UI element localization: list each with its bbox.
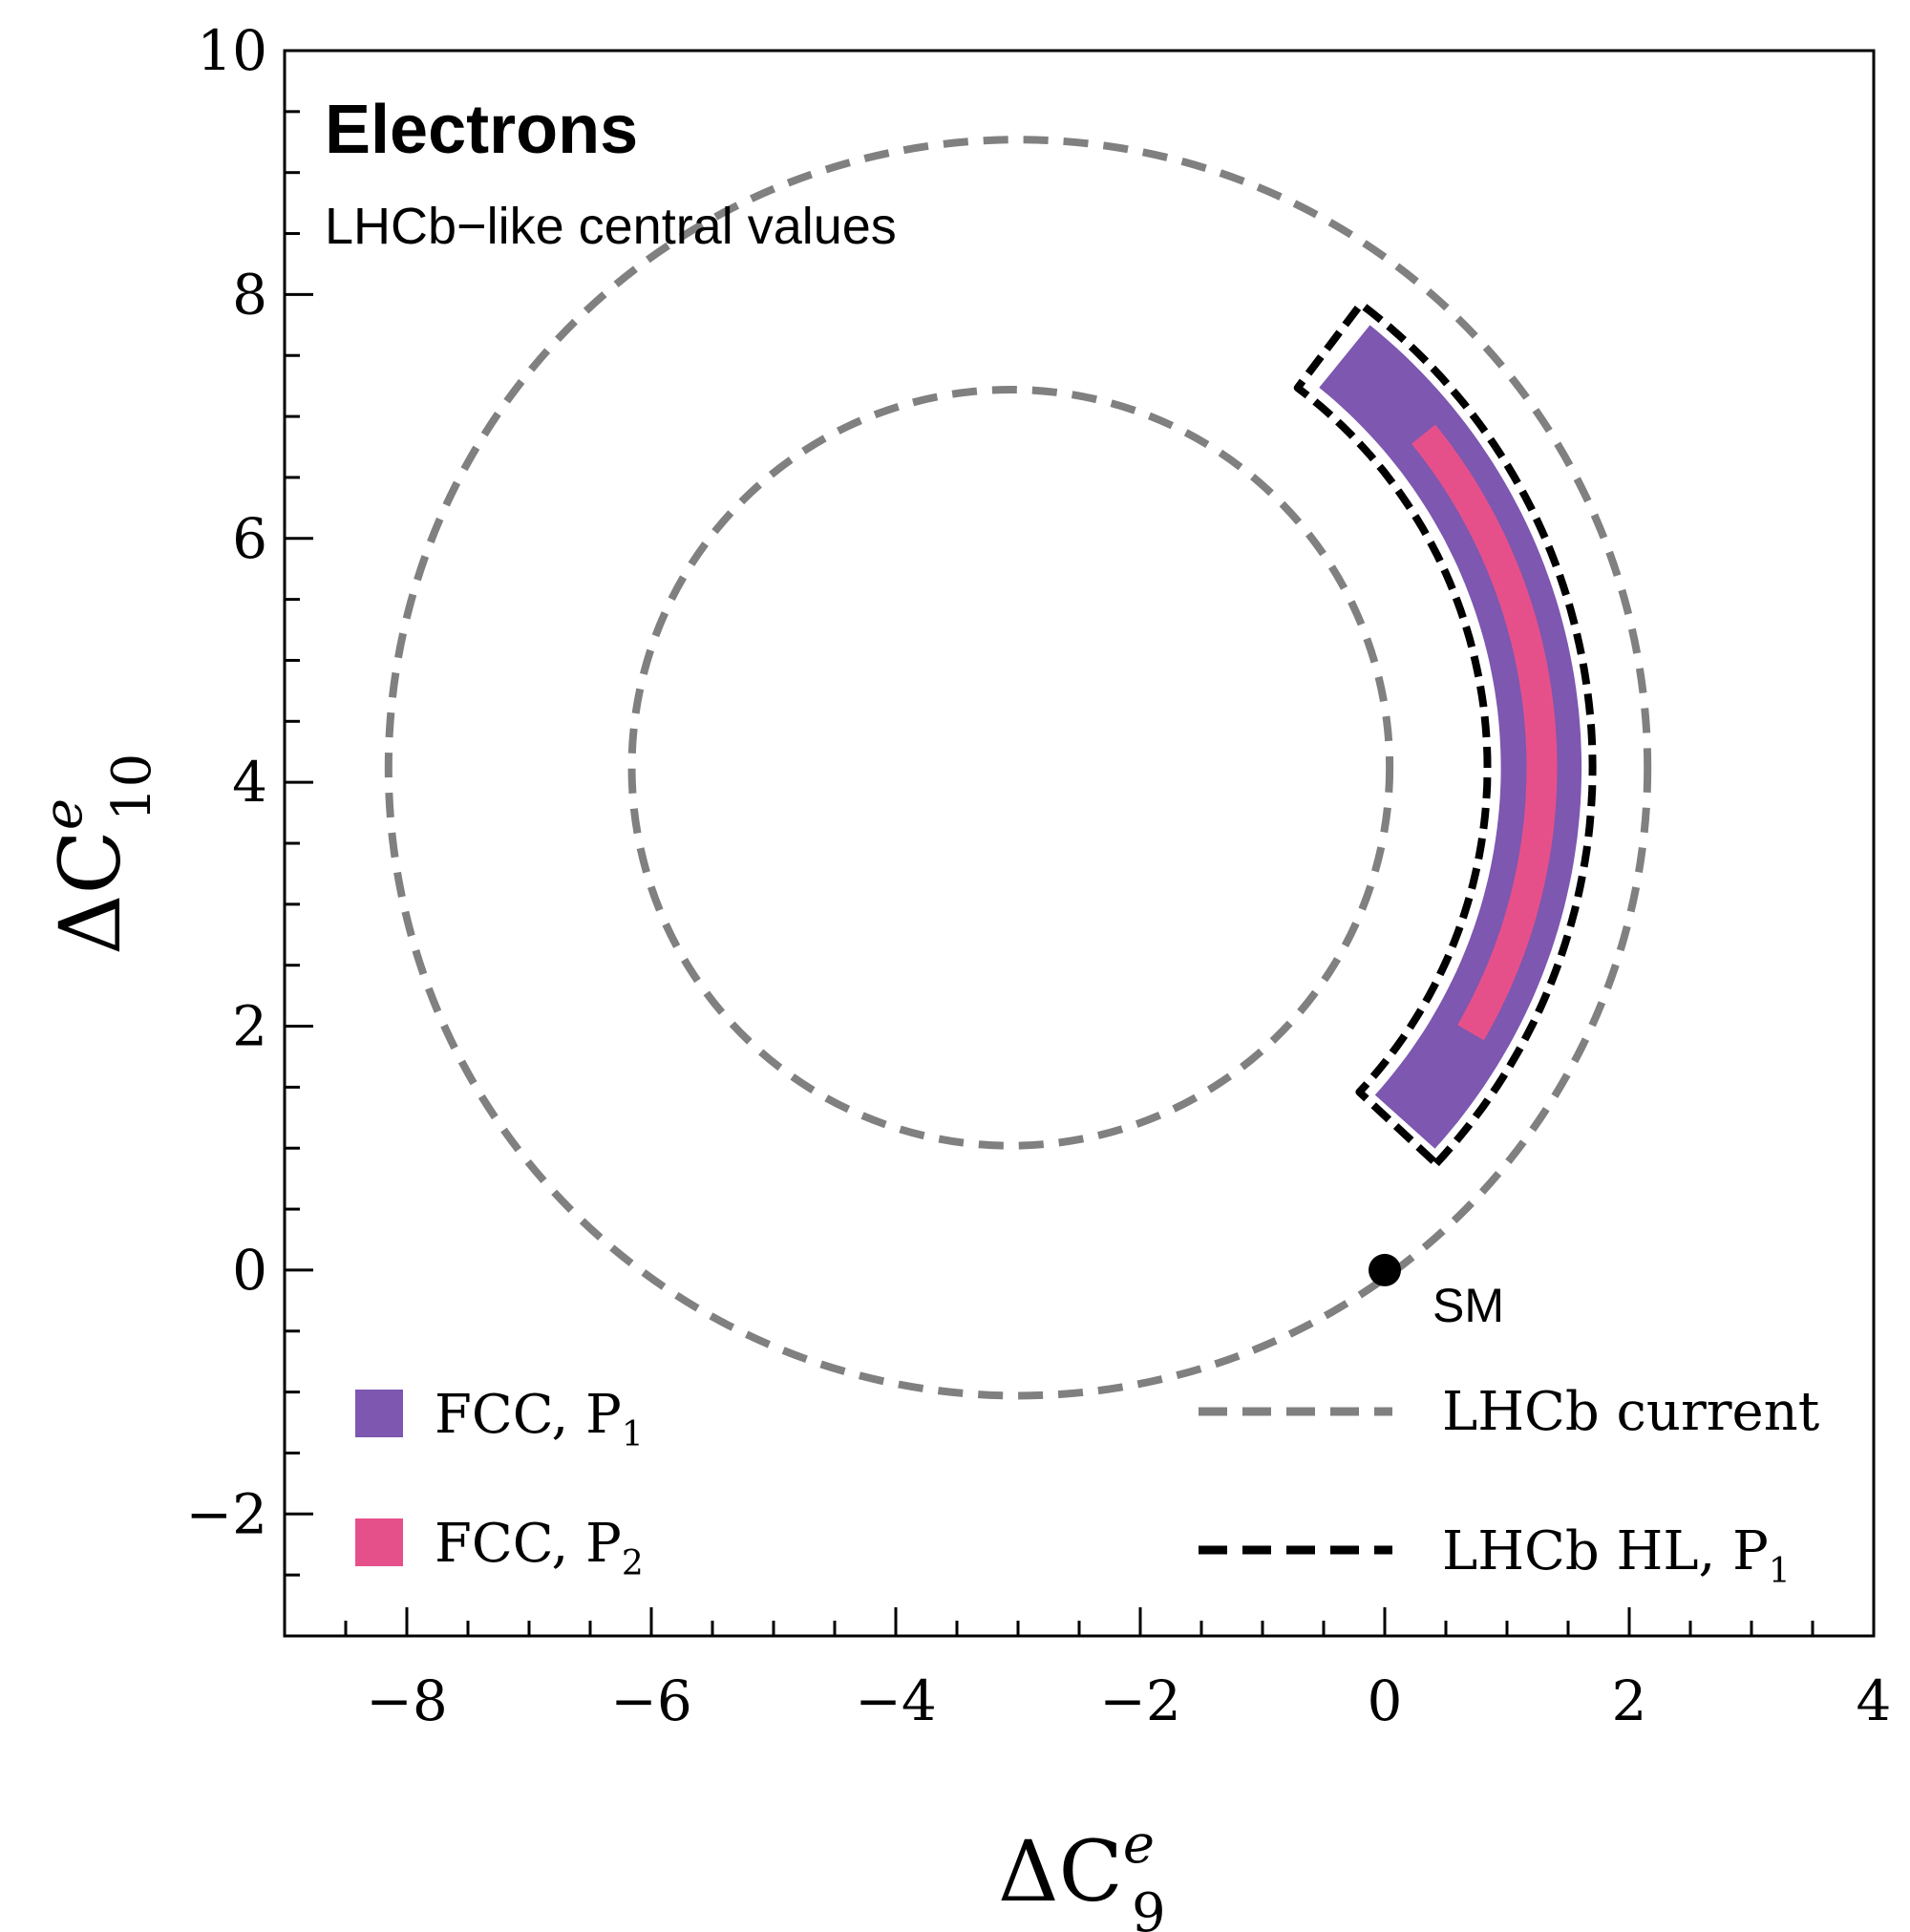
legend-label-fcc-p1-sub: 1 <box>622 1415 644 1454</box>
y-axis-label-group: ΔCe 10 <box>32 754 163 955</box>
lhcb-current-contour-inner <box>627 385 1394 1150</box>
x-tick-label: −8 <box>366 1668 448 1733</box>
legend-right: LHCb current LHCb HL, P1 <box>1199 1381 1820 1591</box>
legend-swatch-fcc-p2 <box>355 1518 403 1566</box>
x-axis-label: ΔCe 9 <box>998 1814 1166 1932</box>
sm-label: SM <box>1432 1279 1504 1332</box>
x-axis-label-sub: 9 <box>1132 1882 1166 1932</box>
x-axis-label-base: ΔC <box>998 1822 1123 1921</box>
panel-title: Electrons <box>325 92 638 168</box>
y-axis-label-sub: 10 <box>101 754 163 821</box>
y-axis-label: ΔCe 10 <box>32 754 163 955</box>
legend-swatch-fcc-p1 <box>355 1390 403 1437</box>
y-tick-label: 2 <box>232 994 267 1059</box>
y-axis-label-base: ΔC <box>41 830 139 955</box>
y-tick-label: 8 <box>232 262 267 327</box>
sm-point <box>1369 1253 1401 1286</box>
line-layer <box>384 136 1652 1400</box>
x-tick-label: −6 <box>610 1668 692 1733</box>
y-tick-label: 4 <box>232 750 267 815</box>
contour-band-fcc-p2 <box>1411 424 1558 1041</box>
legend-label-lhcb-hl: LHCb HL, P1 <box>1442 1520 1791 1591</box>
y-axis-label-sup: e <box>32 798 95 830</box>
x-axis-label-sup: e <box>1123 1814 1155 1876</box>
legend-label-fcc-p2: FCC, P2 <box>435 1513 644 1583</box>
legend-label-fcc-p2-main: FCC, P <box>435 1513 622 1575</box>
fill-layer <box>1319 325 1582 1149</box>
y-tick-label: 10 <box>197 18 267 83</box>
legend-label-lhcb-hl-main: LHCb HL, P <box>1442 1520 1769 1582</box>
panel-subtitle: LHCb−like central values <box>325 198 897 255</box>
x-tick-label: 0 <box>1368 1668 1403 1733</box>
legend-label-lhcb-current: LHCb current <box>1442 1381 1820 1443</box>
x-tick-label: −2 <box>1099 1668 1181 1733</box>
legend-label-fcc-p2-sub: 2 <box>622 1544 644 1583</box>
y-tick-label: 0 <box>232 1238 267 1303</box>
x-tick-label: −4 <box>855 1668 937 1733</box>
x-tick-label: 2 <box>1612 1668 1647 1733</box>
tick-layer: −8 −6 −4 −2 0 2 4 −2 0 2 4 6 8 10 <box>186 18 1892 1733</box>
lhcb-current-contour-outer <box>384 136 1652 1400</box>
legend-label-fcc-p1-main: FCC, P <box>435 1384 622 1446</box>
point-layer <box>1369 1253 1401 1286</box>
y-tick-label: −2 <box>186 1481 268 1546</box>
lhcb-hl-contour <box>1293 300 1597 1168</box>
y-tick-label: 6 <box>232 506 267 571</box>
legend-label-fcc-p1: FCC, P1 <box>435 1384 644 1454</box>
legend-label-lhcb-hl-sub: 1 <box>1769 1552 1791 1591</box>
legend-left: FCC, P1 FCC, P2 <box>355 1384 644 1583</box>
x-tick-label: 4 <box>1857 1668 1892 1733</box>
